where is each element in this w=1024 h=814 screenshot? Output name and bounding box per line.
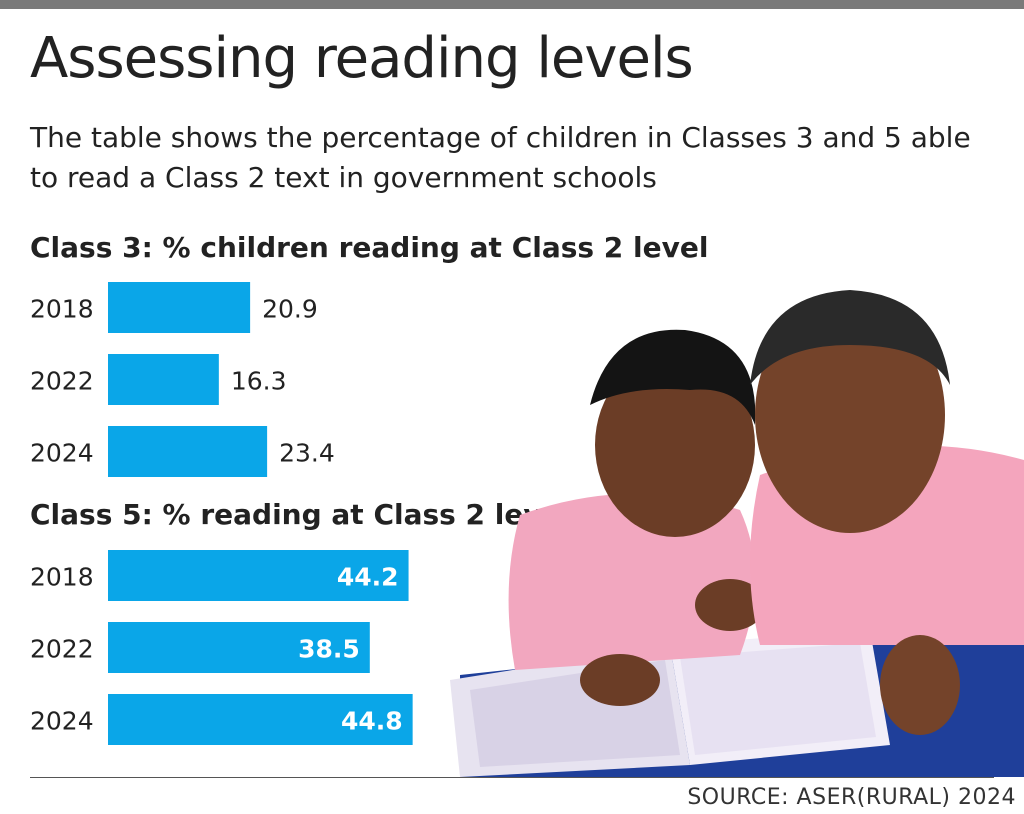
footer-rule — [30, 777, 994, 778]
bar-2022 — [108, 354, 219, 405]
class5-chart-title: Class 5: % reading at Class 2 level — [30, 498, 571, 531]
year-label: 2018 — [30, 295, 94, 324]
bar-2022 — [108, 622, 370, 673]
value-label-2018: 44.2 — [337, 563, 399, 592]
source-note: SOURCE: ASER(RURAL) 2024 — [687, 785, 1016, 810]
value-label-2024: 44.8 — [341, 707, 403, 736]
value-label-2018: 20.9 — [262, 295, 318, 324]
bar-2018 — [108, 282, 251, 333]
class3-bar-chart: 2018 20.9 2022 16.3 2024 23.4 — [30, 282, 335, 477]
bar-2024 — [108, 694, 413, 745]
bar-2018 — [108, 550, 409, 601]
year-label: 2024 — [30, 439, 94, 468]
chart-subtitle: The table shows the percentage of childr… — [30, 121, 971, 194]
year-label: 2022 — [30, 367, 94, 396]
chart-title: Assessing reading levels — [30, 26, 694, 91]
children-reading-photo — [450, 290, 1024, 777]
value-label-2022: 38.5 — [298, 635, 360, 664]
bar-2024 — [108, 426, 268, 477]
year-label: 2018 — [30, 563, 94, 592]
year-label: 2024 — [30, 707, 94, 736]
year-label: 2022 — [30, 635, 94, 664]
top-bar — [0, 0, 1024, 9]
class3-chart-title: Class 3: % children reading at Class 2 l… — [30, 231, 709, 264]
value-label-2022: 16.3 — [231, 367, 287, 396]
class5-bar-chart: 2018 44.2 2022 38.5 2024 44.8 — [30, 550, 413, 745]
value-label-2024: 23.4 — [279, 439, 335, 468]
